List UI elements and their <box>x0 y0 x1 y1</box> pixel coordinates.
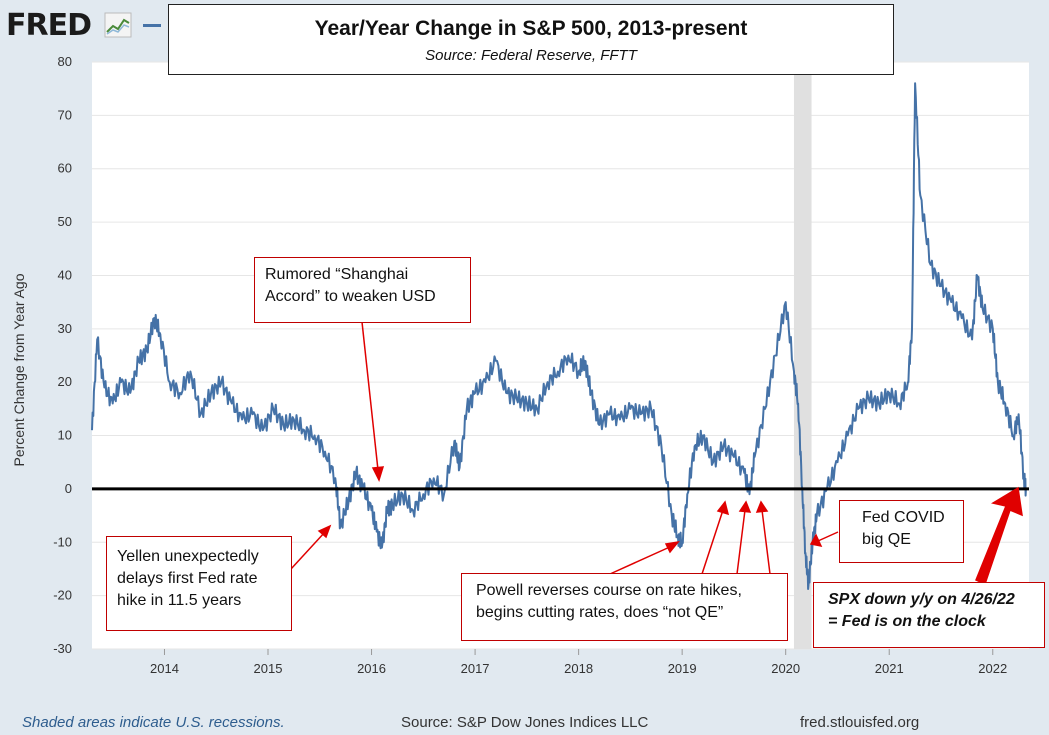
x-tick-label: 2019 <box>668 661 697 676</box>
recession-shading <box>793 62 812 649</box>
chart-subtitle: Source: Federal Reserve, FFTT <box>425 47 637 64</box>
y-tick-label: -20 <box>53 588 72 603</box>
arrow-yellen-head <box>317 524 332 539</box>
arrow-powell-1-head <box>664 540 680 554</box>
y-tick-label: 60 <box>58 161 72 176</box>
annotation-line: Powell reverses course on rate hikes, <box>476 582 742 599</box>
y-tick-label: 40 <box>58 267 72 282</box>
recession-band <box>793 62 812 649</box>
arrow-covid <box>817 531 839 542</box>
line-graph-icon <box>104 12 132 38</box>
annotation-line: Rumored “Shanghai <box>265 266 409 283</box>
arrow-powell-1 <box>609 545 673 575</box>
x-tick-label: 2016 <box>357 661 386 676</box>
arrow-shanghai-head <box>371 466 385 483</box>
y-tick-label: 0 <box>65 481 72 496</box>
y-axis-label: Percent Change from Year Ago <box>11 273 27 466</box>
y-tick-label: -10 <box>53 534 72 549</box>
annotation-arrows <box>267 321 1023 595</box>
x-tick-label: 2015 <box>254 661 283 676</box>
x-tick-label: 2021 <box>875 661 904 676</box>
arrow-spx-big <box>975 486 1023 586</box>
annotation-line: Accord” to weaken USD <box>265 288 436 305</box>
annotation-line: delays first Fed rate <box>117 570 258 587</box>
x-tick-label: 2018 <box>564 661 593 676</box>
arrow-powell-3 <box>736 509 746 575</box>
annotation-fed-covid-qe: Fed COVID big QE <box>839 500 964 563</box>
arrow-powell-2 <box>701 509 724 575</box>
source-note: Source: S&P Dow Jones Indices LLC <box>401 714 649 731</box>
arrow-powell-4-head <box>755 500 769 513</box>
arrow-shanghai <box>361 321 379 471</box>
annotation-powell-reversal: Powell reverses course on rate hikes, be… <box>461 573 788 641</box>
y-tick-label: -30 <box>53 641 72 656</box>
annotation-shanghai-accord: Rumored “Shanghai Accord” to weaken USD <box>254 257 471 323</box>
annotation-line: = Fed is on the clock <box>828 613 986 630</box>
x-tick-label: 2022 <box>978 661 1007 676</box>
y-tick-label: 20 <box>58 374 72 389</box>
annotation-line: begins cutting rates, does “not QE” <box>476 604 724 621</box>
y-tick-label: 10 <box>58 428 72 443</box>
arrow-powell-4 <box>761 509 771 575</box>
annotation-line: SPX down y/y on 4/26/22 <box>828 591 1015 608</box>
x-tick-label: 2014 <box>150 661 179 676</box>
x-tick-label: 2017 <box>461 661 490 676</box>
recession-note: Shaded areas indicate U.S. recessions. <box>22 714 285 731</box>
arrow-powell-3-head <box>738 500 752 513</box>
x-tick-label: 2020 <box>771 661 800 676</box>
y-axis-ticks: 80 70 60 50 40 30 20 10 0 -10 -20 -30 <box>53 54 72 656</box>
arrow-covid-head <box>809 533 823 548</box>
chart-title: Year/Year Change in S&P 500, 2013-presen… <box>314 17 748 40</box>
fred-logo[interactable]: FRED <box>6 8 92 43</box>
annotation-line: big QE <box>862 531 911 548</box>
y-tick-label: 80 <box>58 54 72 69</box>
y-tick-label: 70 <box>58 107 72 122</box>
annotation-line: hike in 11.5 years <box>117 592 242 609</box>
annotation-spx-down: SPX down y/y on 4/26/22 = Fed is on the … <box>813 582 1045 648</box>
annotation-line: Fed COVID <box>862 509 945 526</box>
site-link[interactable]: fred.stlouisfed.org <box>800 714 920 731</box>
chart-title-box: Year/Year Change in S&P 500, 2013-presen… <box>168 4 894 75</box>
arrow-powell-2-head <box>716 500 730 516</box>
annotation-line: Yellen unexpectedly <box>117 548 259 565</box>
x-axis-ticks: 2014 2015 2016 2017 2018 2019 2020 2021 2022 <box>150 649 1007 676</box>
series-line-sp500-yoy <box>91 82 1027 590</box>
y-tick-label: 30 <box>58 321 72 336</box>
y-tick-label: 50 <box>58 214 72 229</box>
annotation-yellen-delay: Yellen unexpectedly delays first Fed rat… <box>106 536 292 631</box>
series-legend-line <box>143 24 161 27</box>
